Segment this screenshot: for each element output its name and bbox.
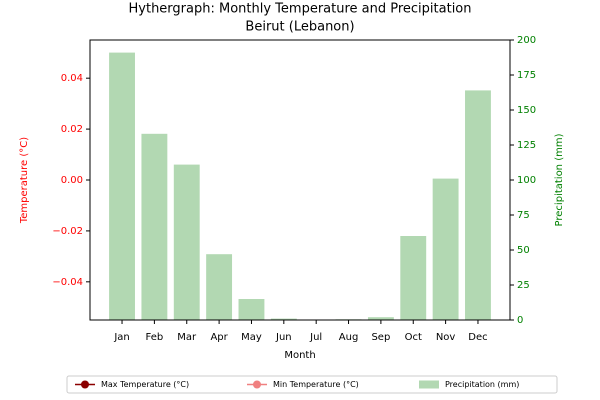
- legend-label: Precipitation (mm): [445, 380, 519, 389]
- y2-tick-label: 25: [517, 280, 530, 291]
- x-tick-label: Aug: [339, 332, 359, 343]
- bar: [270, 318, 297, 320]
- bar: [238, 299, 265, 320]
- x-tick-label: Mar: [177, 332, 197, 343]
- y2-axis-label: Precipitation (mm): [554, 133, 565, 226]
- y-tick-label: 0.00: [61, 175, 83, 186]
- x-tick-label: Feb: [146, 332, 164, 343]
- bar: [109, 52, 135, 320]
- legend-label: Max Temperature (°C): [101, 380, 189, 389]
- x-tick-label: May: [241, 332, 262, 343]
- y2-tick-label: 100: [517, 175, 536, 186]
- y-axis-label: Temperature (°C): [19, 137, 30, 224]
- x-tick-label: Jul: [309, 332, 322, 343]
- x-tick-label: Apr: [210, 332, 228, 343]
- x-tick-label: Jan: [113, 332, 129, 343]
- y-tick-label: 0.02: [61, 124, 83, 135]
- chart-subtitle: Beirut (Lebanon): [245, 20, 354, 35]
- legend-marker: [81, 380, 89, 389]
- bar: [173, 164, 200, 320]
- y2-tick-label: 150: [517, 105, 536, 116]
- x-axis-label: Month: [284, 350, 315, 361]
- y-tick-label: −0.04: [52, 277, 83, 288]
- y2-tick-label: 0: [517, 315, 523, 326]
- x-tick-label: Sep: [371, 332, 390, 343]
- bar: [400, 236, 427, 320]
- x-tick-label: Nov: [436, 332, 456, 343]
- bar: [206, 254, 233, 320]
- y2-tick-label: 175: [517, 70, 536, 81]
- bar: [432, 178, 459, 320]
- legend-label: Min Temperature (°C): [273, 380, 359, 389]
- x-tick-label: Dec: [468, 332, 487, 343]
- y2-tick-label: 200: [517, 35, 536, 46]
- y2-tick-label: 75: [517, 210, 530, 221]
- y-tick-label: −0.02: [52, 226, 83, 237]
- bar: [465, 90, 491, 321]
- y-tick-label: 0.04: [61, 73, 83, 84]
- legend-marker: [253, 380, 261, 389]
- x-tick-label: Oct: [405, 332, 422, 343]
- bar: [367, 317, 394, 320]
- bar: [141, 133, 168, 320]
- y2-tick-label: 125: [517, 140, 536, 151]
- x-tick-label: Jun: [275, 332, 292, 343]
- chart-title: Hythergraph: Monthly Temperature and Pre…: [129, 2, 472, 17]
- legend-box: [66, 375, 558, 394]
- y2-tick-label: 50: [517, 245, 530, 256]
- legend-swatch: [419, 380, 439, 389]
